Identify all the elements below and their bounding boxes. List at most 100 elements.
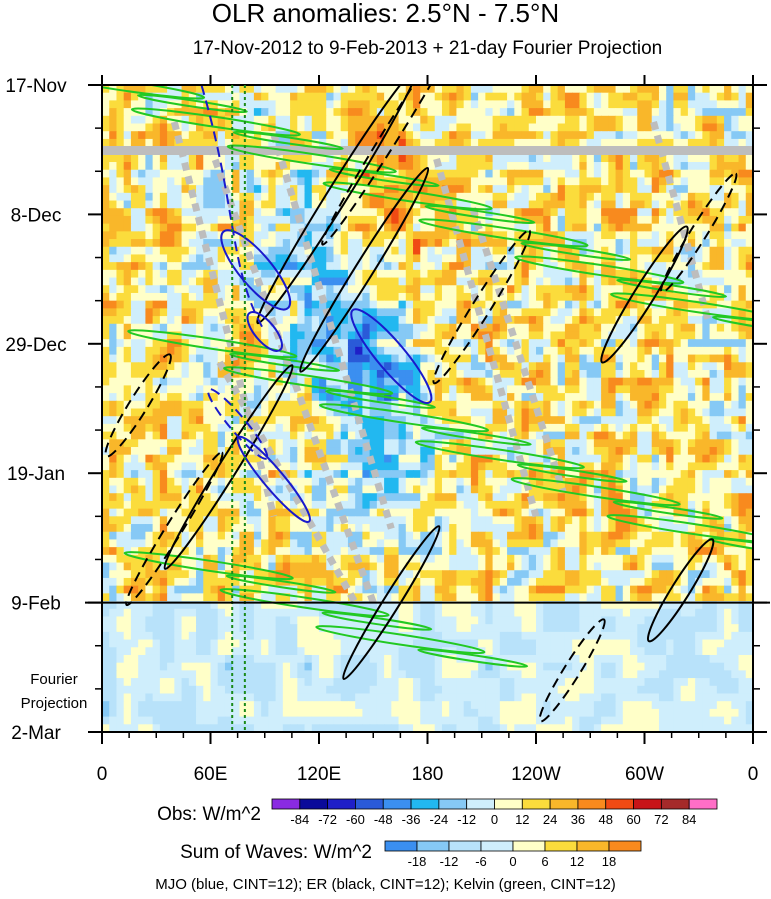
- anomaly-cell: [680, 162, 689, 171]
- anomaly-cell: [123, 500, 132, 510]
- anomaly-cell: [282, 493, 291, 502]
- anomaly-cell: [630, 239, 638, 248]
- anomaly-cell: [116, 362, 125, 371]
- anomaly-cell: [449, 300, 458, 309]
- anomaly-cell: [239, 500, 248, 510]
- anomaly-cell: [427, 169, 436, 179]
- anomaly-cell: [463, 331, 472, 340]
- anomaly-cell: [745, 200, 753, 209]
- anomaly-cell: [174, 239, 183, 248]
- anomaly-cell: [239, 100, 248, 109]
- anomaly-cell: [210, 493, 219, 502]
- anomaly-cell: [138, 431, 146, 440]
- anomaly-cell: [420, 377, 429, 386]
- anomaly-cell: [116, 138, 125, 148]
- anomaly-cell: [608, 369, 617, 379]
- anomaly-cell: [384, 346, 392, 356]
- anomaly-cell: [673, 346, 682, 356]
- anomaly-cell: [282, 269, 291, 279]
- anomaly-cell: [239, 115, 248, 125]
- anomaly-cell: [109, 123, 118, 132]
- anomaly-cell: [413, 377, 421, 386]
- anomaly-cell: [102, 292, 110, 302]
- anomaly-cell: [268, 493, 277, 502]
- anomaly-cell: [521, 277, 530, 286]
- anomaly-cell: [130, 269, 139, 279]
- anomaly-cell: [680, 269, 689, 279]
- anomaly-cell: [709, 354, 718, 363]
- anomaly-cell: [651, 431, 660, 440]
- anomaly-cell: [572, 477, 580, 487]
- anomaly-cell: [745, 439, 753, 448]
- anomaly-cell: [405, 431, 414, 440]
- anomaly-cell: [499, 123, 508, 132]
- anomaly-cell: [507, 100, 515, 109]
- anomaly-cell: [673, 239, 682, 248]
- anomaly-cell: [586, 346, 595, 356]
- anomaly-cell: [102, 108, 110, 117]
- anomaly-cell: [109, 493, 118, 502]
- anomaly-cell: [543, 269, 552, 279]
- anomaly-cell: [224, 285, 233, 294]
- anomaly-cell: [174, 200, 183, 209]
- anomaly-cell: [695, 354, 703, 363]
- anomaly-cell: [434, 346, 443, 356]
- anomaly-cell: [601, 447, 609, 456]
- anomaly-cell: [130, 177, 139, 186]
- anomaly-cell: [731, 423, 740, 433]
- anomaly-cell: [210, 462, 219, 471]
- anomaly-cell: [167, 423, 175, 433]
- anomaly-cell: [311, 339, 320, 348]
- anomaly-cell: [181, 239, 190, 248]
- anomaly-cell: [709, 154, 718, 163]
- anomaly-cell: [138, 262, 146, 271]
- anomaly-cell: [297, 385, 306, 394]
- anomaly-cell: [745, 485, 753, 494]
- anomaly-cell: [673, 470, 682, 479]
- anomaly-cell: [362, 462, 371, 471]
- anomaly-cell: [355, 470, 363, 479]
- anomaly-cell: [369, 400, 378, 410]
- anomaly-cell: [297, 470, 306, 479]
- anomaly-cell: [695, 423, 703, 433]
- anomaly-cell: [731, 85, 740, 94]
- anomaly-cell: [536, 323, 544, 333]
- anomaly-cell: [514, 362, 523, 371]
- anomaly-cell: [492, 485, 501, 494]
- anomaly-cell: [196, 285, 204, 294]
- anomaly-cell: [564, 154, 573, 163]
- anomaly-cell: [564, 385, 573, 394]
- anomaly-cell: [644, 100, 653, 109]
- anomaly-cell: [579, 431, 588, 440]
- anomaly-cell: [695, 254, 703, 263]
- anomaly-cell: [261, 423, 269, 433]
- anomaly-cell: [275, 416, 284, 425]
- anomaly-cell: [470, 285, 479, 294]
- anomaly-cell: [666, 169, 675, 179]
- anomaly-cell: [543, 185, 552, 194]
- anomaly-cell: [702, 185, 711, 194]
- anomaly-cell: [586, 423, 595, 433]
- anomaly-cell: [586, 439, 595, 448]
- anomaly-cell: [622, 123, 631, 132]
- anomaly-cell: [413, 323, 421, 333]
- anomaly-cell: [102, 177, 110, 186]
- anomaly-cell: [593, 177, 602, 186]
- anomaly-cell: [102, 154, 110, 163]
- anomaly-cell: [572, 308, 580, 317]
- anomaly-cell: [601, 393, 609, 402]
- anomaly-cell: [145, 462, 154, 471]
- anomaly-cell: [666, 208, 675, 217]
- anomaly-cell: [550, 447, 559, 456]
- anomaly-cell: [528, 439, 537, 448]
- anomaly-cell: [145, 100, 154, 109]
- anomaly-cell: [622, 470, 631, 479]
- anomaly-cell: [159, 447, 168, 456]
- anomaly-cell: [138, 300, 146, 309]
- anomaly-cell: [123, 346, 132, 356]
- anomaly-cell: [246, 231, 255, 240]
- anomaly-cell: [130, 300, 139, 309]
- anomaly-cell: [174, 393, 183, 402]
- anomaly-cell: [268, 439, 277, 448]
- anomaly-cell: [130, 92, 139, 101]
